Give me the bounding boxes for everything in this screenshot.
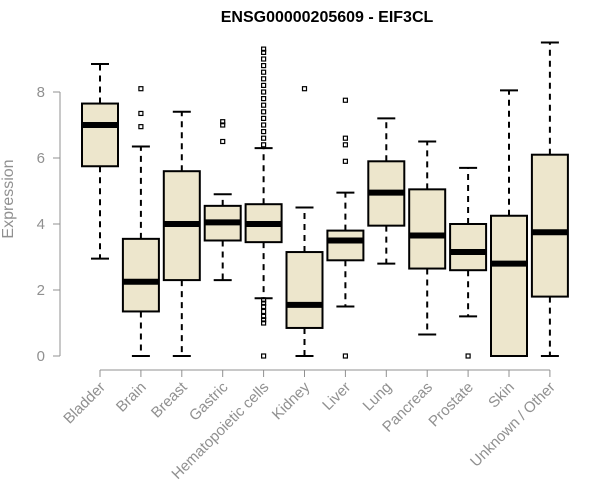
box-body: [490, 214, 528, 357]
y-tick-label: 4: [37, 216, 45, 233]
chart-title: ENSG00000205609 - EIF3CL: [221, 9, 434, 26]
y-tick-label: 0: [37, 348, 45, 365]
outlier-point: [261, 115, 267, 122]
outlier-point: [261, 102, 267, 108]
outlier-point: [342, 353, 348, 359]
outlier-point: [261, 76, 267, 82]
outlier-point: [261, 46, 267, 52]
outlier-point: [261, 82, 267, 89]
outlier-point: [261, 95, 267, 102]
box-body: [81, 102, 119, 168]
box-lung: [367, 117, 406, 265]
box-body: [408, 188, 447, 270]
box-unknown-other: [530, 41, 569, 357]
outlier-point: [261, 313, 267, 319]
outlier-point: [261, 69, 267, 75]
outlier-point: [261, 308, 267, 315]
outlier-point: [138, 86, 144, 92]
outlier-point: [261, 122, 267, 128]
box-hematopoietic-cells: [244, 46, 283, 359]
box-liver: [326, 97, 365, 359]
outlier-point: [261, 49, 267, 56]
outlier-point: [342, 142, 348, 148]
outlier-point: [261, 320, 267, 326]
outlier-point: [261, 353, 267, 359]
y-tick-label: 6: [37, 150, 45, 167]
x-tick-label: Kidney: [269, 378, 314, 423]
y-tick-label: 8: [37, 84, 45, 101]
outlier-point: [261, 135, 267, 141]
outlier-point: [261, 317, 267, 323]
box-skin: [490, 89, 528, 357]
outlier-point: [138, 124, 144, 130]
x-tick-label: Skin: [485, 379, 518, 412]
outlier-point: [261, 56, 267, 62]
outlier-point: [261, 129, 267, 135]
outlier-point: [342, 97, 348, 103]
box-body: [285, 251, 324, 329]
outlier-point: [261, 142, 267, 148]
outlier-point: [220, 138, 226, 145]
box-pancreas: [408, 140, 447, 336]
outlier-point: [261, 89, 267, 95]
box-brain: [121, 86, 160, 357]
box-kidney: [285, 86, 324, 357]
x-tick-label: Breast: [148, 378, 191, 421]
x-tick-label: Bladder: [60, 379, 109, 428]
outlier-point: [342, 135, 348, 141]
outlier-point: [261, 62, 267, 69]
x-tick-label: Liver: [319, 379, 354, 414]
box-prostate: [449, 166, 488, 359]
y-tick-label: 2: [37, 282, 45, 299]
outlier-point: [261, 297, 267, 303]
outlier-point: [261, 300, 267, 306]
box-body: [449, 223, 488, 272]
box-breast: [162, 110, 201, 357]
boxes-group: [81, 41, 569, 359]
outlier-point: [220, 119, 226, 125]
box-body: [121, 237, 160, 313]
outlier-point: [261, 109, 267, 115]
outlier-point: [301, 86, 308, 92]
box-body: [326, 229, 365, 262]
outlier-point: [138, 110, 144, 117]
box-bladder: [81, 62, 119, 260]
x-tick-label: Prostate: [425, 379, 477, 431]
box-gastric: [203, 119, 242, 282]
x-tick-label: Lung: [360, 379, 396, 415]
outlier-point: [220, 122, 226, 128]
y-axis-label: Expression: [0, 159, 17, 238]
outlier-point: [342, 158, 348, 164]
box-body: [530, 153, 569, 298]
outlier-point: [465, 353, 471, 359]
y-axis: 0 2 4 6 8: [37, 84, 61, 365]
outlier-point: [261, 303, 267, 310]
x-tick-label: Brain: [113, 379, 150, 416]
